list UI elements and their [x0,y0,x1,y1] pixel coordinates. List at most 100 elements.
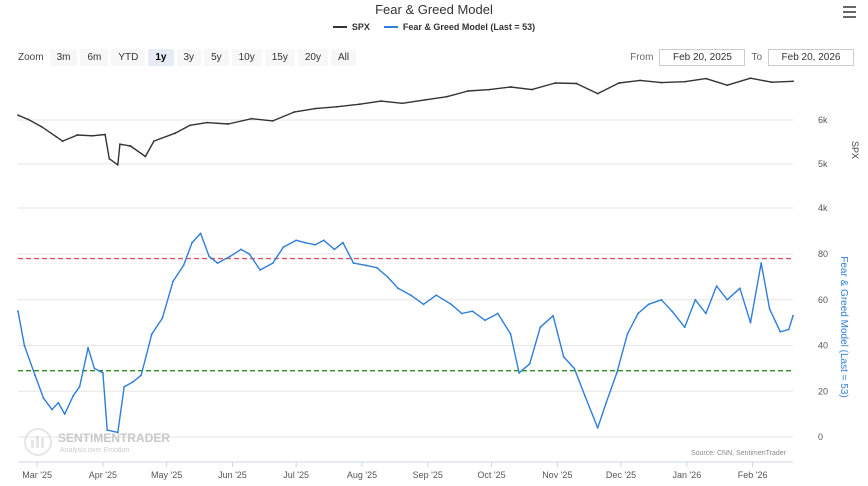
reference-lines [18,257,793,372]
menu-bar-1 [843,6,856,8]
zoom-button-5y[interactable]: 5y [204,49,229,66]
fear-greed-data-point [42,397,45,400]
fear-greed-data-point [282,246,285,249]
fear-greed-data-point [150,333,153,335]
x-tick-label: Oct '25 [477,470,505,480]
fear-greed-data-point [422,303,425,306]
spx-data-point [401,102,404,105]
spx-data-point [129,145,132,147]
fear-greed-data-point [739,287,741,290]
fear-greed-data-point [562,356,565,358]
spx-data-point [554,82,557,84]
zoom-button-ytd[interactable]: YTD [111,49,146,66]
spx-data-point [639,79,642,82]
spx-series-line [17,77,794,166]
spx-data-point [596,92,599,95]
watermark-line2: Analysis over Emotion [60,447,129,454]
fear-greed-data-point [626,333,629,335]
spx-data-point [144,155,147,158]
legend-swatch-fear-greed [383,26,398,28]
zoom-button-all[interactable]: All [331,49,357,66]
spx-data-point [770,81,773,84]
fear-greed-data-point [322,239,325,242]
fear-greed-data-point [78,385,81,388]
spx-data-point [227,123,230,125]
spx-data-point [55,135,58,138]
legend-item-fear-greed[interactable]: Fear & Greed Model (Last = 53) [383,22,535,32]
fear-greed-data-point [229,255,232,258]
spx-data-point [358,103,361,106]
range-to-input[interactable]: Feb 20, 2026 [768,49,854,66]
legend-item-spx[interactable]: SPX [332,22,370,32]
fear-greed-data-point [34,374,36,377]
fear-greed-data-point [314,243,317,246]
fear-greed-axis-title: Fear & Greed Model (Last = 53) [838,256,849,397]
zoom-button-10y[interactable]: 10y [231,49,262,66]
fear-greed-data-point [51,408,53,411]
fear-greed-data-point [683,326,686,329]
x-tick-label: Nov '25 [542,470,572,480]
watermark: SENTIMENTRADER Analysis over Emotion [24,428,170,456]
fear-greed-data-point [471,310,474,313]
fear-greed-data-point [397,287,399,290]
legend-swatch-spx [332,26,347,28]
fear-greed-data-point [509,333,512,335]
spx-data-point [152,140,155,143]
x-tick-label: Dec '25 [606,470,636,480]
spx-data-point [293,111,295,113]
fear-greed-data-point [450,303,453,306]
date-range: From Feb 20, 2025 To Feb 20, 2026 [630,49,854,66]
spx-data-point [174,132,177,135]
fear-greed-data-point [131,381,134,383]
fear-greed-tick-label: 0 [818,432,823,442]
zoom-button-3m[interactable]: 3m [49,49,78,66]
spx-tick-label: 5k [818,159,828,169]
fear-greed-data-point [484,319,487,322]
fear-greed-data-point [240,248,242,251]
spx-data-point [108,157,111,160]
range-from-input[interactable]: Feb 20, 2025 [659,49,746,66]
spx-data-point [792,80,794,83]
watermark-logo-icon [24,428,52,456]
series-layer [17,77,794,434]
fear-greed-data-point [216,262,219,265]
fear-greed-data-point [93,367,96,370]
x-axis-ticks: Mar '25 Apr '25 May '25 Jun '25 Jul '25 Aug '… [22,462,768,480]
fear-greed-data-point [749,321,752,324]
fear-greed-data-point [259,269,261,271]
legend-label-spx: SPX [351,22,370,32]
fear-greed-data-point [248,253,251,255]
fear-greed-data-point [779,330,782,333]
fear-greed-data-point [352,262,355,265]
fear-greed-data-point [199,232,202,235]
spx-data-point [617,82,620,84]
fear-greed-data-point [596,426,599,429]
zoom-button-1y[interactable]: 1y [148,49,174,66]
chart-title: Fear & Greed Model [375,2,493,17]
zoom-label: Zoom [18,52,44,63]
spx-data-point [749,77,752,80]
fear-greed-data-point [694,298,697,301]
fear-greed-data-point [23,344,26,347]
x-tick-label: Apr '25 [89,470,117,480]
spx-data-point [40,125,43,128]
fear-greed-data-point [17,310,19,313]
menu-bar-2 [843,11,856,13]
spx-data-point [206,121,208,124]
spx-data-point [189,124,191,127]
fear-greed-tick-label: 40 [818,341,828,351]
fear-greed-data-point [637,312,639,315]
fear-greed-data-point [726,298,729,301]
fear-greed-data-point [375,266,378,269]
fear-greed-data-point [660,298,663,301]
fear-greed-data-point [528,362,531,365]
zoom-button-15y[interactable]: 15y [264,49,295,66]
spx-data-point [116,163,119,166]
hamburger-menu-icon[interactable] [843,6,856,18]
fear-greed-data-point [715,285,718,287]
zoom-button-3y[interactable]: 3y [176,49,202,66]
fear-greed-data-point [191,241,194,244]
zoom-bar: Zoom 3m 6m YTD 1y 3y 5y 10y 15y 20y All [18,49,357,66]
zoom-button-20y[interactable]: 20y [297,49,328,66]
zoom-button-6m[interactable]: 6m [80,49,109,66]
